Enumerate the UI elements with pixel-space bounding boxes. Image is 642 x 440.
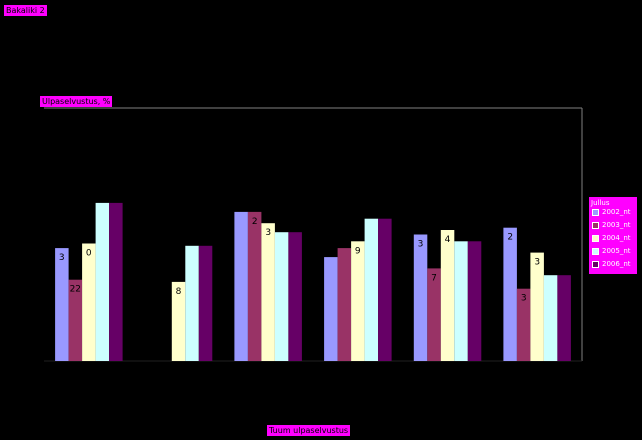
legend-swatch — [592, 247, 599, 255]
bar-2004_nt-0 — [82, 243, 96, 361]
bar-2003_nt-5 — [516, 288, 531, 361]
bar-2005_nt-3 — [364, 218, 379, 361]
bar-2004_nt-1 — [171, 281, 186, 361]
bar-2006_nt-1 — [198, 245, 213, 361]
legend-label: 2004_nt — [602, 234, 631, 242]
data-label: 4 — [445, 235, 451, 245]
x-axis-label: Tuum ulpaselvustus — [267, 425, 351, 436]
legend-swatch — [592, 208, 599, 216]
bar-2002_nt-5 — [503, 227, 517, 361]
legend-item: 2002_nt — [592, 207, 631, 217]
bar-2006_nt-4 — [467, 241, 482, 361]
y-axis-label: Ulpaselvustus, % — [40, 96, 113, 107]
legend-item: 2004_nt — [592, 233, 631, 243]
legend-item: 2003_nt — [592, 220, 631, 230]
bar-2004_nt-3 — [351, 241, 365, 361]
bar-2004_nt-2 — [261, 223, 275, 361]
data-label: 7 — [431, 273, 437, 283]
data-label: 9 — [355, 246, 361, 256]
chart-legend: Jullus 2002_nt 2003_nt 2004_nt 2005_nt 2… — [589, 197, 637, 274]
bar-2003_nt-2 — [247, 211, 262, 361]
legend-swatch — [592, 221, 599, 229]
bar-2005_nt-4 — [454, 241, 468, 361]
bar-2003_nt-0 — [68, 279, 83, 361]
data-label: 0 — [86, 249, 92, 259]
data-label: 3 — [521, 294, 527, 304]
chart-caption-tag: Bakaliki 2 — [4, 5, 47, 16]
bar-2006_nt-2 — [288, 232, 302, 361]
legend-item: 2006_nt — [592, 259, 631, 269]
bar-2002_nt-2 — [234, 211, 248, 361]
legend-item: 2005_nt — [592, 246, 631, 256]
data-label: 22 — [70, 285, 81, 295]
bar-2006_nt-3 — [378, 218, 392, 361]
legend-label: 2002_nt — [602, 208, 631, 216]
bar-2005_nt-0 — [95, 202, 110, 361]
bar-2004_nt-4 — [440, 230, 455, 361]
bar-2003_nt-4 — [427, 268, 441, 361]
legend-swatch — [592, 260, 599, 268]
data-label: 3 — [59, 253, 65, 263]
data-label: 8 — [176, 287, 182, 297]
bar-2005_nt-5 — [543, 275, 558, 361]
bar-2002_nt-0 — [55, 248, 69, 361]
bar-2005_nt-2 — [274, 232, 289, 361]
data-label: 3 — [265, 228, 271, 238]
bar-2006_nt-5 — [557, 275, 571, 361]
bar-2002_nt-4 — [413, 234, 428, 361]
bar-2002_nt-3 — [324, 257, 338, 361]
bar-2004_nt-5 — [530, 252, 544, 361]
data-label: 2 — [507, 233, 513, 243]
data-label: 3 — [534, 258, 540, 268]
bar-2003_nt-3 — [337, 248, 352, 361]
bar-2005_nt-1 — [185, 245, 199, 361]
legend-swatch — [592, 234, 599, 242]
bar-2006_nt-0 — [109, 202, 123, 361]
legend-label: 2003_nt — [602, 221, 631, 229]
legend-label: 2006_nt — [602, 260, 631, 268]
data-label: 2 — [252, 217, 258, 227]
data-label: 3 — [418, 240, 424, 250]
legend-title: Jullus — [591, 199, 610, 207]
legend-label: 2005_nt — [602, 247, 631, 255]
